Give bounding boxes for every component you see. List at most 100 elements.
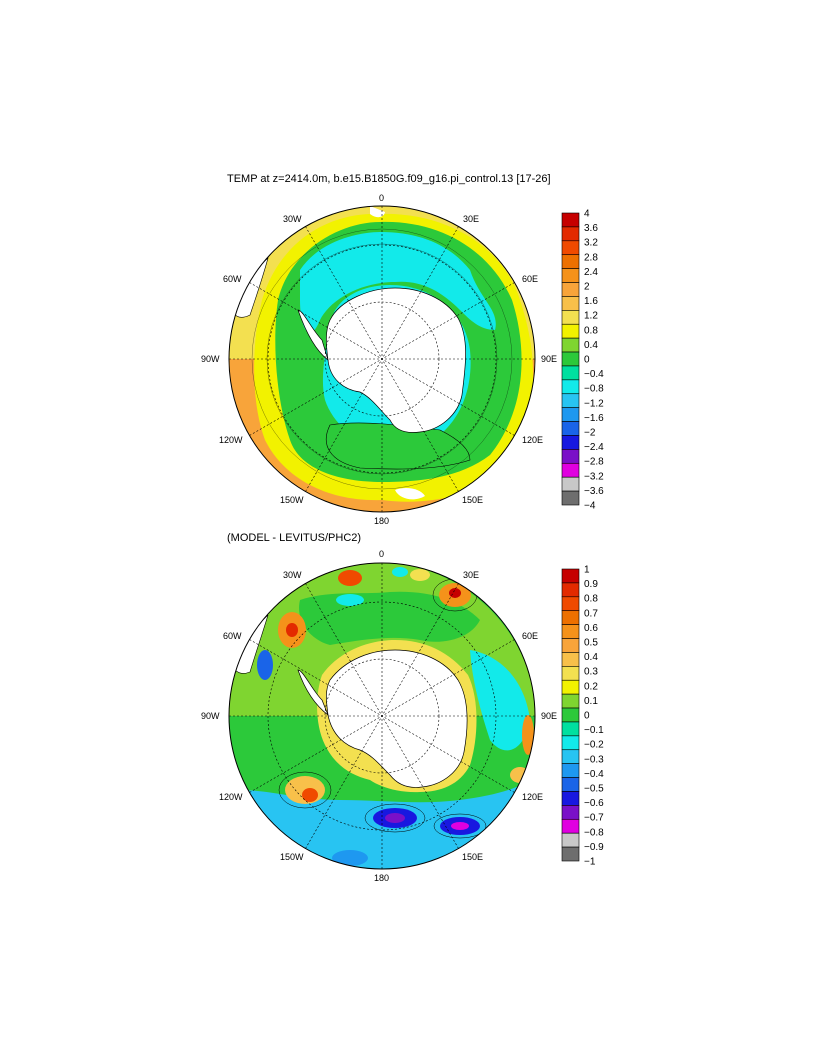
colorbar-label: −0.5 [584,784,604,795]
colorbar-label: 2.8 [584,252,598,263]
colorbar-swatch [561,268,580,283]
colorbar-swatch [561,763,580,778]
colorbar-swatch [561,323,580,339]
colorbar-swatch [561,282,580,297]
colorbar-label: 0.8 [584,325,598,336]
p1-lon-60e: 60E [522,274,538,284]
colorbar-label: 0.7 [584,608,598,619]
colorbar-swatch [561,721,580,737]
colorbar-swatch [561,435,580,450]
p2-lon-60e: 60E [522,631,538,641]
p1-lon-60w: 60W [223,274,242,284]
p2-lon-60w: 60W [223,631,242,641]
colorbar-swatch [561,407,580,422]
colorbar-label: −0.4 [584,769,604,780]
colorbar-panel2: 1 0.9 0.8 0.7 0.6 0.5 0.4 0.3 0.2 0.1 0 −0.1 −0.2 −0.… [561,565,604,868]
colorbar-label: −1.6 [584,413,604,424]
colorbar-swatch [561,421,580,436]
colorbar-label: −0.6 [584,798,604,809]
p2-lon-120w: 120W [219,792,243,802]
p2-lon-120e: 120E [522,792,543,802]
p2-lon-30e: 30E [463,570,479,580]
p1-lon-30e: 30E [463,214,479,224]
colorbar-label: 2 [584,282,590,293]
colorbar-label: 1.2 [584,311,598,322]
colorbar-swatch [561,351,580,367]
colorbar-label: −0.8 [584,384,604,395]
colorbar-swatch [561,476,580,492]
colorbar-swatch [561,310,580,325]
colorbar-swatch [561,805,580,820]
map-panel1: 0 30E 60E 90E 120E 150E 180 150W 120W 90… [201,193,557,526]
p2-lon-150e: 150E [462,852,483,862]
colorbar-swatch [561,610,580,625]
colorbar-label: −0.1 [584,725,604,736]
colorbar-swatch [561,254,580,269]
colorbar-swatch [561,749,580,764]
colorbar-swatch [561,624,580,639]
colorbar-label: −2 [584,428,596,439]
p1-lon-120e: 120E [522,435,543,445]
colorbar-label: 1.6 [584,296,598,307]
colorbar-swatch [561,449,580,464]
colorbar-panel1: 4 3.6 3.2 2.8 2.4 2 1.6 1.2 0.8 0.4 0 −0.4 −0.8 −1.2 −… [561,209,604,512]
p1-lon-30w: 30W [283,214,302,224]
colorbar-label: −1 [584,857,596,868]
colorbar-label: 0.2 [584,681,598,692]
colorbar-label: −0.4 [584,369,604,380]
colorbar-swatch [561,652,580,667]
colorbar-label: 0.4 [584,340,598,351]
colorbar-label: 0.3 [584,667,598,678]
colorbar-swatch [561,296,580,311]
colorbar-label: −3.6 [584,486,604,497]
colorbar-label: 3.6 [584,223,598,234]
panel1-title: TEMP at z=2414.0m, b.e15.B1850G.f09_g16.… [227,173,551,185]
colorbar-swatch [561,365,580,381]
colorbar-label: −0.8 [584,827,604,838]
p2-lon-180: 180 [374,873,389,883]
colorbar-swatch [561,707,580,723]
colorbar-swatch [561,679,580,695]
panel2-title: (MODEL - LEVITUS/PHC2) [227,532,362,544]
colorbar-label: 1 [584,565,590,576]
p1-lon-120w: 120W [219,435,243,445]
colorbar-swatch [561,846,580,862]
colorbar-label: 0 [584,355,590,366]
map-panel2: 0 30E 60E 90E 120E 150E 180 150W 120W 90… [201,549,557,883]
colorbar-label: −3.2 [584,471,604,482]
p1-lon-90w: 90W [201,354,220,364]
colorbar-swatch [561,226,580,242]
colorbar-label: 0.4 [584,652,598,663]
p2-lon-90w: 90W [201,711,220,721]
colorbar-label: −2.4 [584,442,604,453]
p2-lon-150w: 150W [280,852,304,862]
colorbar-label: 0.5 [584,638,598,649]
colorbar-swatch [561,596,580,612]
colorbar-swatch [561,638,580,653]
colorbar-swatch [561,818,580,834]
colorbar-swatch [561,337,580,353]
colorbar-label: 0 [584,711,590,722]
colorbar-swatch [561,693,580,709]
colorbar-label: 4 [584,209,590,220]
p1-lon-0: 0 [379,193,384,203]
p1-lon-150w: 150W [280,495,304,505]
colorbar-swatch [561,393,580,408]
p2-lon-30w: 30W [283,570,302,580]
colorbar-swatch [561,379,580,395]
p2-lon-0: 0 [379,549,384,559]
colorbar-label: −1.2 [584,398,604,409]
colorbar-swatch [561,462,580,478]
colorbar-swatch [561,212,580,228]
colorbar-swatch [561,582,580,598]
colorbar-swatch [561,490,580,506]
colorbar-label: 0.1 [584,696,598,707]
colorbar-label: −4 [584,501,596,512]
colorbar-swatch [561,832,580,848]
p1-lon-180: 180 [374,516,389,526]
colorbar-label: −0.2 [584,740,604,751]
colorbar-swatch [561,735,580,751]
colorbar-label: 0.6 [584,623,598,634]
colorbar-label: 0.9 [584,579,598,590]
colorbar-label: −0.3 [584,754,604,765]
